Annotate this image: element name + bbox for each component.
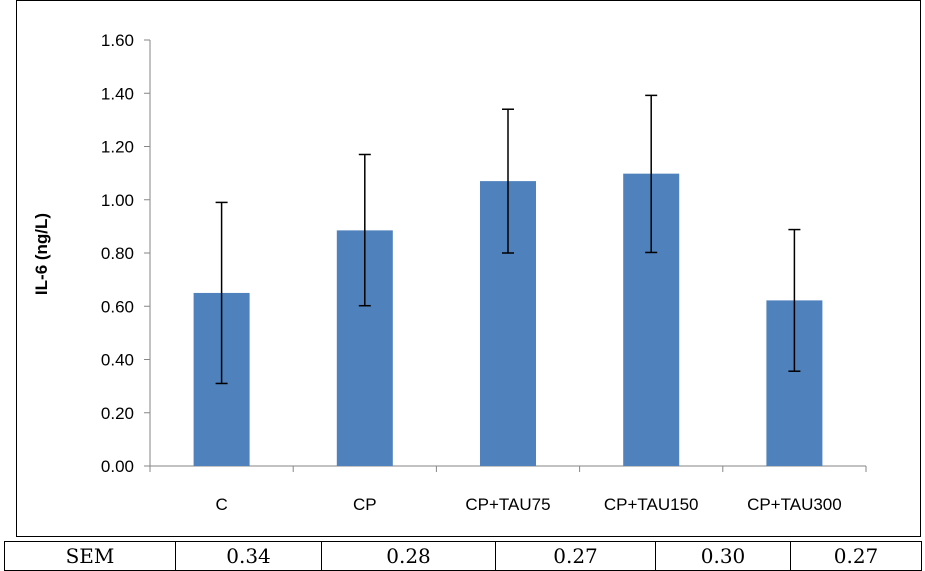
x-axis: C CP CP+TAU75 CP+TAU150 CP+TAU300 <box>149 465 867 514</box>
sem-value: 0.27 <box>495 541 656 571</box>
y-axis: 0.00 0.20 0.40 0.60 0.80 1.00 1.20 1.40 1.60 <box>101 31 151 476</box>
sem-value: 0.27 <box>790 541 922 571</box>
sem-value: 0.30 <box>655 541 791 571</box>
chart-frame <box>16 0 921 537</box>
sem-value: 0.28 <box>321 541 496 571</box>
bars <box>193 173 823 467</box>
error-bars <box>215 94 801 385</box>
x-tick-label: CP+TAU300 <box>747 495 842 514</box>
y-tick-label: 0.20 <box>101 404 134 423</box>
sem-row: SEM 0.34 0.28 0.27 0.30 0.27 <box>4 541 922 571</box>
sem-label: SEM <box>4 541 176 571</box>
il6-bar-chart: 0.00 0.20 0.40 0.60 0.80 1.00 1.20 1.40 1.60 C CP… <box>32 31 867 514</box>
y-tick-label: 1.20 <box>101 138 134 157</box>
y-tick-label: 1.60 <box>101 31 134 50</box>
y-tick-label: 0.60 <box>101 297 134 316</box>
y-tick-label: 1.00 <box>101 191 134 210</box>
y-tick-label: 1.40 <box>101 84 134 103</box>
sem-value: 0.34 <box>175 541 322 571</box>
x-tick-label: C <box>215 495 227 514</box>
y-axis-label: IL-6 (ng/L) <box>32 213 51 295</box>
y-tick-label: 0.00 <box>101 457 134 476</box>
y-tick-label: 0.40 <box>101 351 134 370</box>
y-tick-label: 0.80 <box>101 244 134 263</box>
x-tick-label: CP+TAU150 <box>604 495 699 514</box>
x-tick-label: CP <box>353 495 377 514</box>
x-tick-label: CP+TAU75 <box>465 495 550 514</box>
sem-table: SEM 0.34 0.28 0.27 0.30 0.27 <box>4 541 922 571</box>
